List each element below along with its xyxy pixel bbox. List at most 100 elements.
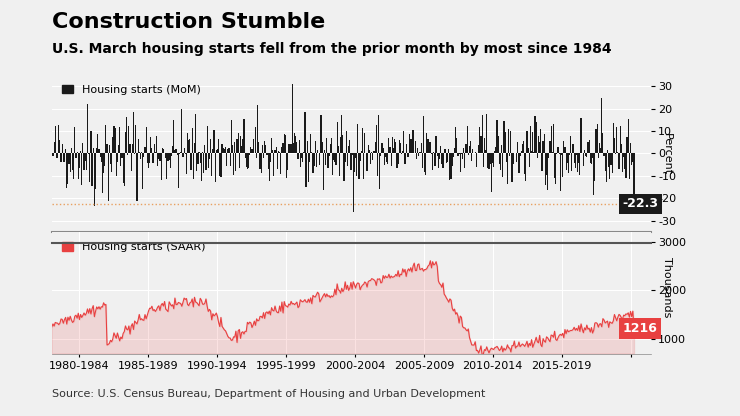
Bar [630,144,631,154]
Bar [524,154,525,174]
Bar [140,154,141,159]
Bar [190,154,192,170]
Bar [309,154,310,162]
Bar [87,104,88,154]
Bar [156,136,157,154]
Bar [212,149,213,154]
Bar [348,146,349,154]
Bar [547,154,548,190]
Bar [624,154,625,169]
Text: Thousands: Thousands [662,257,673,317]
Bar [353,154,354,212]
Bar [70,154,71,172]
Bar [592,154,593,158]
Bar [97,134,98,154]
Bar [167,154,169,161]
Bar [113,126,115,154]
Bar [225,147,226,154]
Bar [553,124,554,154]
Bar [350,154,352,170]
Bar [609,154,610,179]
Bar [437,154,438,156]
Bar [383,149,384,154]
Bar [469,146,470,154]
Bar [545,154,546,185]
Bar [250,147,252,154]
Bar [542,141,544,154]
Bar [544,134,545,154]
Bar [270,154,271,161]
Bar [319,154,320,165]
Bar [56,154,57,158]
Bar [370,154,371,164]
Bar [430,142,431,154]
Bar [81,154,82,185]
Bar [559,154,561,191]
Bar [416,154,417,159]
Bar [66,154,67,188]
Bar [378,115,379,154]
Bar [53,142,55,154]
Bar [78,154,79,179]
Bar [63,154,64,162]
Bar [192,154,194,179]
Bar [314,141,316,154]
Bar [395,142,397,154]
Bar [76,152,78,154]
Bar [343,154,345,181]
Bar [208,154,209,168]
Bar [279,152,280,154]
Bar [283,134,285,154]
Bar [448,149,449,154]
Bar [102,154,103,193]
Bar [613,123,614,154]
Bar [602,134,604,154]
Bar [104,154,105,166]
Bar [591,154,592,164]
Bar [252,139,254,154]
Bar [146,127,147,154]
Bar [472,149,474,154]
Bar [263,154,264,158]
Bar [575,154,576,168]
Bar [388,138,389,154]
Bar [172,146,173,154]
Bar [142,154,144,189]
Bar [132,144,133,154]
Bar [218,139,219,154]
Bar [412,130,414,154]
Bar [144,147,146,154]
Bar [477,153,478,154]
Bar [576,154,577,156]
Bar [569,154,570,155]
Bar [103,154,104,173]
Bar [381,143,383,154]
Bar [65,149,66,154]
Bar [293,143,294,154]
Bar [292,84,293,154]
Bar [154,144,155,154]
Bar [532,132,534,154]
Bar [411,139,412,154]
Bar [605,154,606,171]
Bar [278,151,279,154]
Bar [360,151,362,154]
Bar [277,154,278,169]
Bar [604,154,605,156]
Text: Percent: Percent [662,133,673,175]
Bar [175,149,177,154]
Bar [187,133,188,154]
Bar [598,154,599,158]
Bar [200,154,201,163]
Bar [579,154,580,175]
Bar [347,154,348,166]
Bar [316,154,317,167]
Bar [502,154,503,177]
Bar [61,144,63,154]
Bar [265,145,266,154]
Bar [166,154,167,179]
Bar [440,146,441,154]
Bar [422,154,423,168]
Bar [497,136,499,154]
Bar [318,153,320,154]
